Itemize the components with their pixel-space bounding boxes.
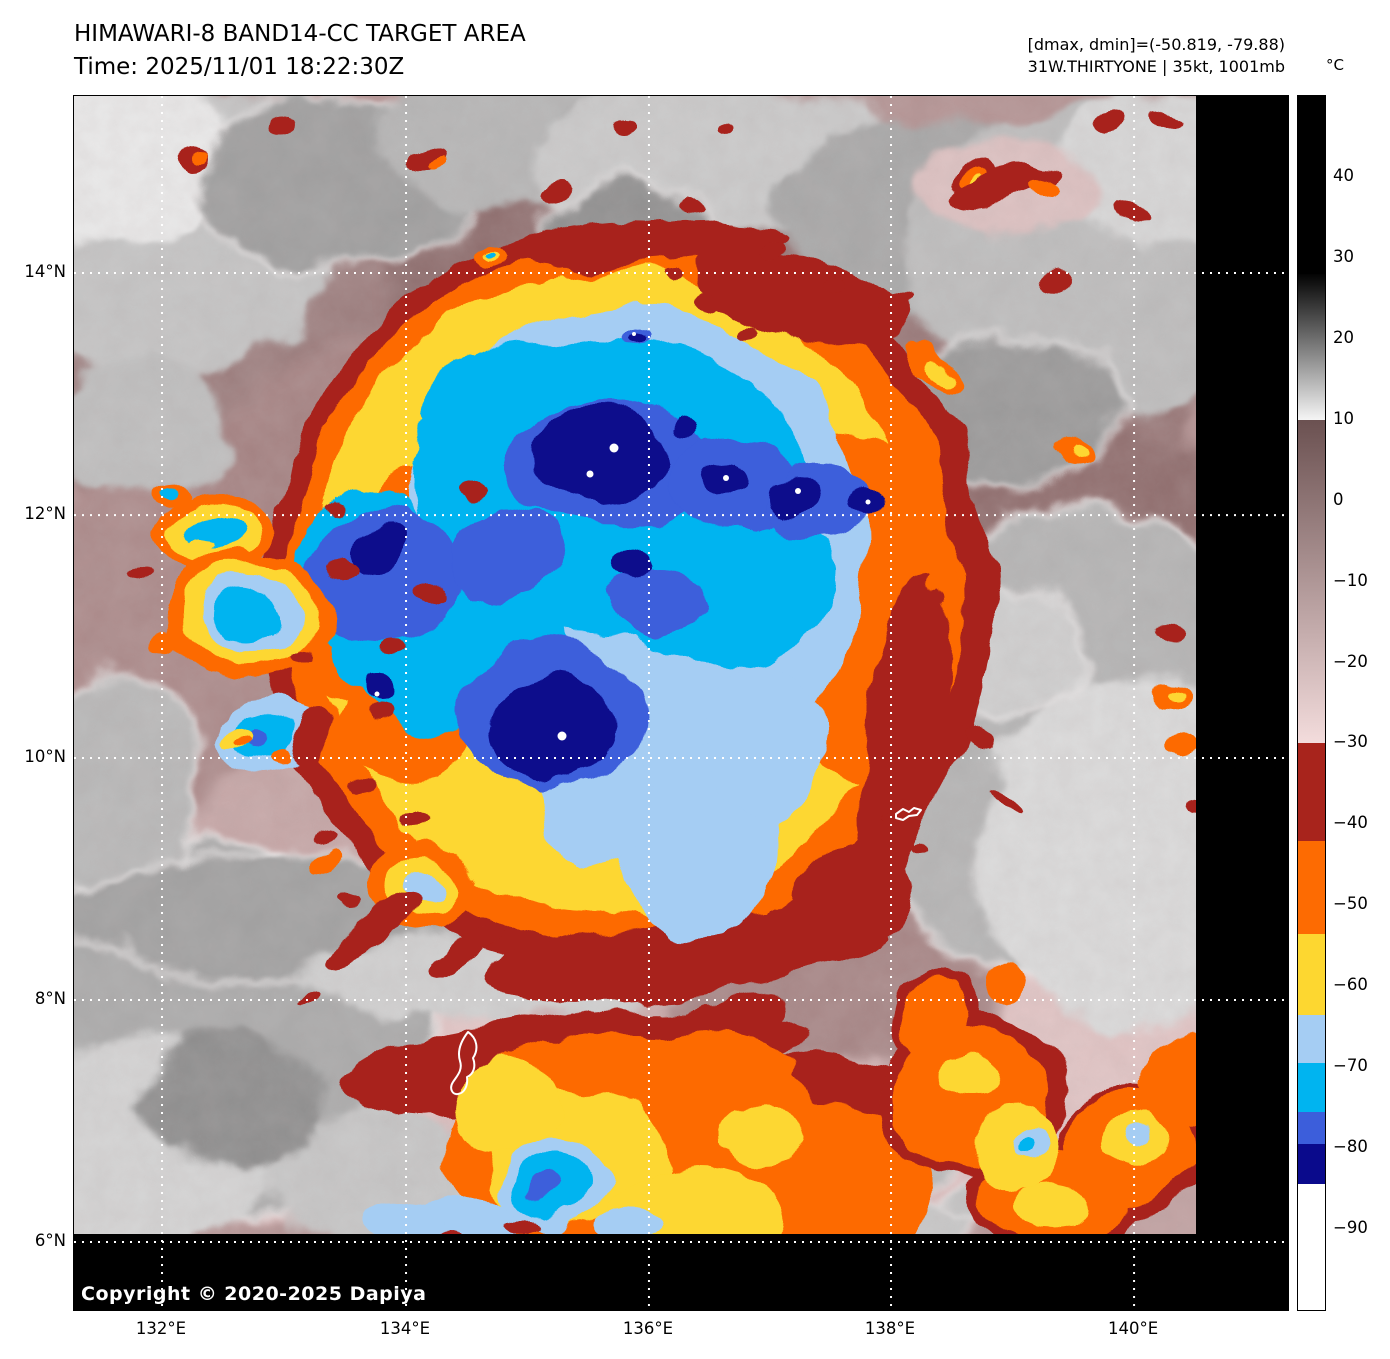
figure-time: Time: 2025/11/01 18:22:30Z [74,54,405,80]
no-data-bottom-band [74,1234,1196,1310]
peripheral-cold-spots [124,110,1203,1253]
storm-info-label: 31W.THIRTYONE | 35kt, 1001mb [1027,57,1285,76]
small-island-coastline [895,807,922,821]
figure-title-block: HIMAWARI-8 BAND14-CC TARGET AREA Time: 20… [74,18,526,84]
colorbar-tick-label: −60 [1333,975,1368,995]
colorbar-segment [1298,1184,1325,1310]
colorbar-tick-label: 0 [1333,489,1344,509]
southern-rainband [324,841,958,1271]
figure-title: HIMAWARI-8 BAND14-CC TARGET AREA [74,21,526,47]
colorbar-tick-label: −40 [1333,813,1368,833]
colorbar [1297,95,1326,1311]
x-tick-label: 132°E [135,1319,187,1338]
colorbar-segment [1298,274,1325,420]
x-tick-label: 134°E [379,1319,431,1338]
colorbar-segment [1298,419,1325,744]
y-tick-label: 12°N [24,504,66,524]
colorbar-tick-label: 40 [1333,165,1354,185]
y-tick-label: 8°N [34,988,66,1008]
colorbar-tick-label: −10 [1333,570,1368,590]
yap-island-coastline [450,1031,478,1096]
storm-cdo [156,221,994,1002]
overshooting-tops [374,332,871,741]
dmax-dmin-label: [dmax, dmin]=(-50.819, -79.88) [1027,35,1285,54]
figure-stats-block: [dmax, dmin]=(-50.819, -79.88) 31W.THIRTY… [1028,34,1285,78]
colorbar-tick-label: −90 [1333,1218,1368,1238]
y-tick-label: 14°N [24,262,66,281]
x-tick-label: 138°E [864,1319,916,1338]
colorbar-segment [1298,96,1325,275]
colorbar-segment [1298,840,1325,934]
colorbar-tick-label: −50 [1333,894,1368,914]
colorbar-tick-label: −70 [1333,1056,1368,1076]
colorbar-tick-label: −80 [1333,1137,1368,1157]
colorbar-tick-label: 30 [1333,246,1354,266]
copyright-label: Copyright © 2020-2025 Dapiya [81,1283,427,1305]
satellite-image [74,96,1288,1310]
colorbar-segment [1298,1111,1325,1144]
colorbar-segment [1298,1014,1325,1064]
y-tick-label: 10°N [24,746,66,766]
colorbar-segment [1298,743,1325,841]
y-tick-label: 6°N [34,1231,66,1251]
colorbar-segment [1298,1063,1325,1112]
colorbar-unit-label: °C [1326,56,1344,74]
no-data-right-band [1196,96,1288,1310]
colorbar-tick-label: −20 [1333,651,1368,671]
colorbar-tick-label: 10 [1333,408,1354,428]
colorbar-segment [1298,933,1325,1015]
x-tick-label: 136°E [622,1319,674,1338]
coastline-outlines [450,807,922,1096]
colorbar-segment [1298,1143,1325,1185]
satellite-map: Copyright © 2020-2025 Dapiya [73,95,1289,1311]
x-tick-label: 140°E [1107,1319,1159,1338]
colorbar-tick-label: −30 [1333,732,1368,752]
colorbar-tick-label: 20 [1333,327,1354,347]
